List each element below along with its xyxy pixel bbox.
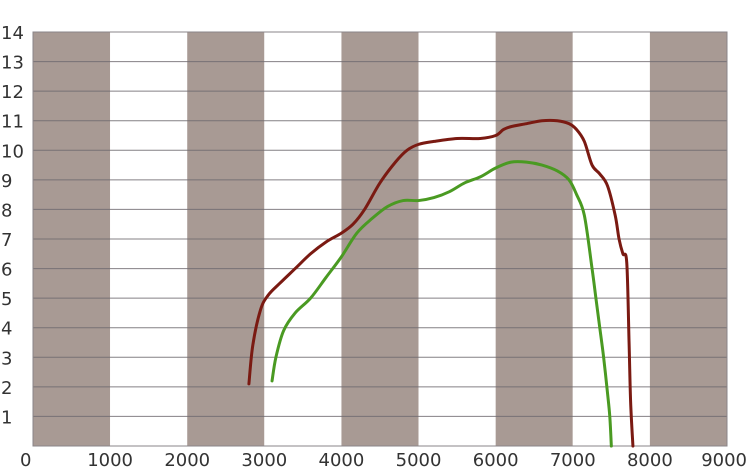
y-tick-label: 8: [1, 200, 12, 221]
y-tick-label: 6: [1, 260, 12, 281]
x-tick-label: 9000: [701, 450, 747, 471]
x-tick-label: 5000: [396, 450, 442, 471]
y-tick-label: 5: [1, 289, 12, 310]
x-tick-label: 1000: [87, 450, 133, 471]
x-tick-label: 2000: [164, 450, 210, 471]
x-tick-label: 0: [20, 450, 31, 471]
y-tick-label: 7: [1, 230, 12, 251]
y-tick-label: 3: [1, 348, 12, 369]
grid-lines: [32, 31, 728, 447]
y-tick-label: 10: [1, 141, 24, 162]
x-tick-label: 3000: [241, 450, 287, 471]
x-tick-label: 6000: [473, 450, 519, 471]
y-tick-label: 13: [1, 53, 24, 74]
y-tick-label: 14: [1, 23, 24, 44]
plot-border: [32, 31, 728, 447]
series-lines: [247, 118, 635, 448]
y-tick-label: 9: [1, 171, 12, 192]
y-tick-label: 1: [1, 407, 12, 428]
y-tick-label: 11: [1, 112, 24, 133]
x-tick-labels: 0 1000 2000 3000 4000 5000 6000 7000 8000 9000: [20, 450, 747, 471]
x-tick-label: 7000: [550, 450, 596, 471]
x-tick-label: 4000: [319, 450, 365, 471]
y-tick-label: 2: [1, 378, 12, 399]
y-tick-label: 4: [1, 319, 12, 340]
y-tick-label: 12: [1, 82, 24, 103]
series-line-1: [270, 160, 613, 448]
x-tick-label: 8000: [627, 450, 673, 471]
series-line-0: [247, 118, 635, 448]
